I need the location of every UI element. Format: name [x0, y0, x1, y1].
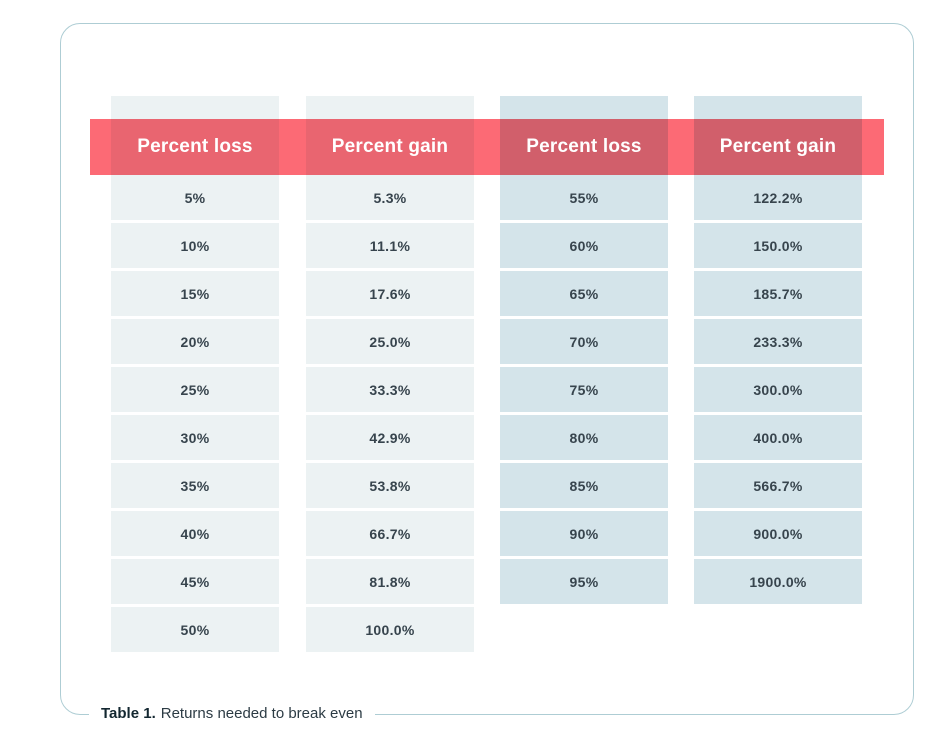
- table-cell: 900.0%: [694, 511, 862, 556]
- table-cell: 85%: [500, 463, 668, 508]
- table-cell: 42.9%: [306, 415, 474, 460]
- caption-text: Returns needed to break even: [160, 705, 363, 722]
- table-cell: 566.7%: [694, 463, 862, 508]
- table-cell: 80%: [500, 415, 668, 460]
- table-column: 5% 10% 15% 20% 25% 30% 35% 40% 45% 50%: [111, 96, 279, 655]
- table-column: 55% 60% 65% 70% 75% 80% 85% 90% 95%: [500, 96, 668, 607]
- table-cell: 66.7%: [306, 511, 474, 556]
- break-even-table: 5% 10% 15% 20% 25% 30% 35% 40% 45% 50% 5.3% 11.1% 17…: [61, 24, 913, 714]
- table-cell: 15%: [111, 271, 279, 316]
- table-cell: 90%: [500, 511, 668, 556]
- table-cell: 60%: [500, 223, 668, 268]
- table-cell: 50%: [111, 607, 279, 652]
- table-cell: 45%: [111, 559, 279, 604]
- table-cell: 400.0%: [694, 415, 862, 460]
- table-card: 5% 10% 15% 20% 25% 30% 35% 40% 45% 50% 5.3% 11.1% 17…: [60, 23, 914, 725]
- table-cell: 5.3%: [306, 175, 474, 220]
- column-header: Percent gain: [719, 136, 837, 157]
- table-cell: 55%: [500, 175, 668, 220]
- table-cell: 1900.0%: [694, 559, 862, 604]
- table-cell: 81.8%: [306, 559, 474, 604]
- column-header: Percent loss: [137, 136, 253, 157]
- table-cell: 70%: [500, 319, 668, 364]
- table-cell: 75%: [500, 367, 668, 412]
- table-cell: 35%: [111, 463, 279, 508]
- table-caption: Table 1. Returns needed to break even: [89, 703, 375, 725]
- caption-label: Table 1.: [101, 705, 156, 722]
- column-header: Percent gain: [331, 136, 449, 157]
- table-cell: 5%: [111, 175, 279, 220]
- table-cell: 25.0%: [306, 319, 474, 364]
- table-cell: 100.0%: [306, 607, 474, 652]
- table-cell: 10%: [111, 223, 279, 268]
- table-column: 5.3% 11.1% 17.6% 25.0% 33.3% 42.9% 53.8% 66.7% 8…: [306, 96, 474, 655]
- table-cell: 185.7%: [694, 271, 862, 316]
- table-cell: 122.2%: [694, 175, 862, 220]
- table-cell: 11.1%: [306, 223, 474, 268]
- table-cell: 53.8%: [306, 463, 474, 508]
- table-cell: 33.3%: [306, 367, 474, 412]
- table-cell: 95%: [500, 559, 668, 604]
- table-cell: 233.3%: [694, 319, 862, 364]
- table-cell: 300.0%: [694, 367, 862, 412]
- table-cell: 17.6%: [306, 271, 474, 316]
- table-cell: 30%: [111, 415, 279, 460]
- table-cell: 40%: [111, 511, 279, 556]
- column-header: Percent loss: [526, 136, 642, 157]
- table-cell: 150.0%: [694, 223, 862, 268]
- header-band: [90, 119, 884, 175]
- table-cell: 25%: [111, 367, 279, 412]
- table-cell: 65%: [500, 271, 668, 316]
- table-cell: 20%: [111, 319, 279, 364]
